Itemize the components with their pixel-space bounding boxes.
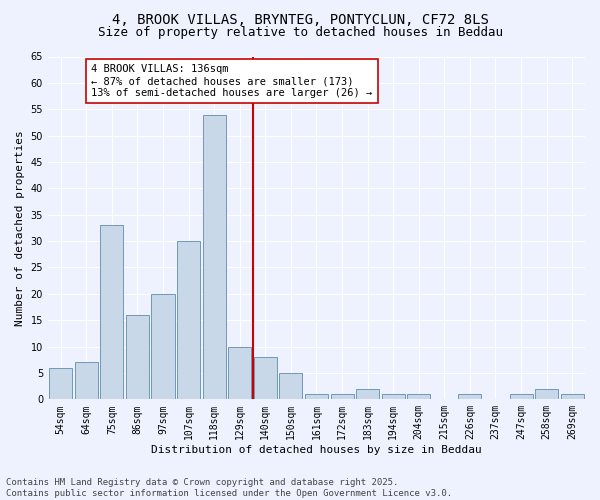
Text: 4 BROOK VILLAS: 136sqm
← 87% of detached houses are smaller (173)
13% of semi-de: 4 BROOK VILLAS: 136sqm ← 87% of detached…: [91, 64, 373, 98]
Bar: [203, 114, 226, 400]
Bar: [254, 357, 277, 400]
Text: Contains HM Land Registry data © Crown copyright and database right 2025.
Contai: Contains HM Land Registry data © Crown c…: [6, 478, 452, 498]
Bar: [100, 226, 124, 400]
Text: 4, BROOK VILLAS, BRYNTEG, PONTYCLUN, CF72 8LS: 4, BROOK VILLAS, BRYNTEG, PONTYCLUN, CF7…: [112, 12, 488, 26]
Bar: [49, 368, 72, 400]
Bar: [151, 294, 175, 400]
Bar: [509, 394, 533, 400]
Bar: [280, 373, 302, 400]
Bar: [228, 346, 251, 400]
Bar: [177, 241, 200, 400]
Bar: [458, 394, 481, 400]
Bar: [126, 315, 149, 400]
Bar: [305, 394, 328, 400]
Text: Size of property relative to detached houses in Beddau: Size of property relative to detached ho…: [97, 26, 503, 39]
Bar: [561, 394, 584, 400]
Bar: [535, 389, 558, 400]
Y-axis label: Number of detached properties: Number of detached properties: [15, 130, 25, 326]
Bar: [356, 389, 379, 400]
Bar: [382, 394, 404, 400]
Bar: [407, 394, 430, 400]
Bar: [331, 394, 353, 400]
X-axis label: Distribution of detached houses by size in Beddau: Distribution of detached houses by size …: [151, 445, 482, 455]
Bar: [75, 362, 98, 400]
